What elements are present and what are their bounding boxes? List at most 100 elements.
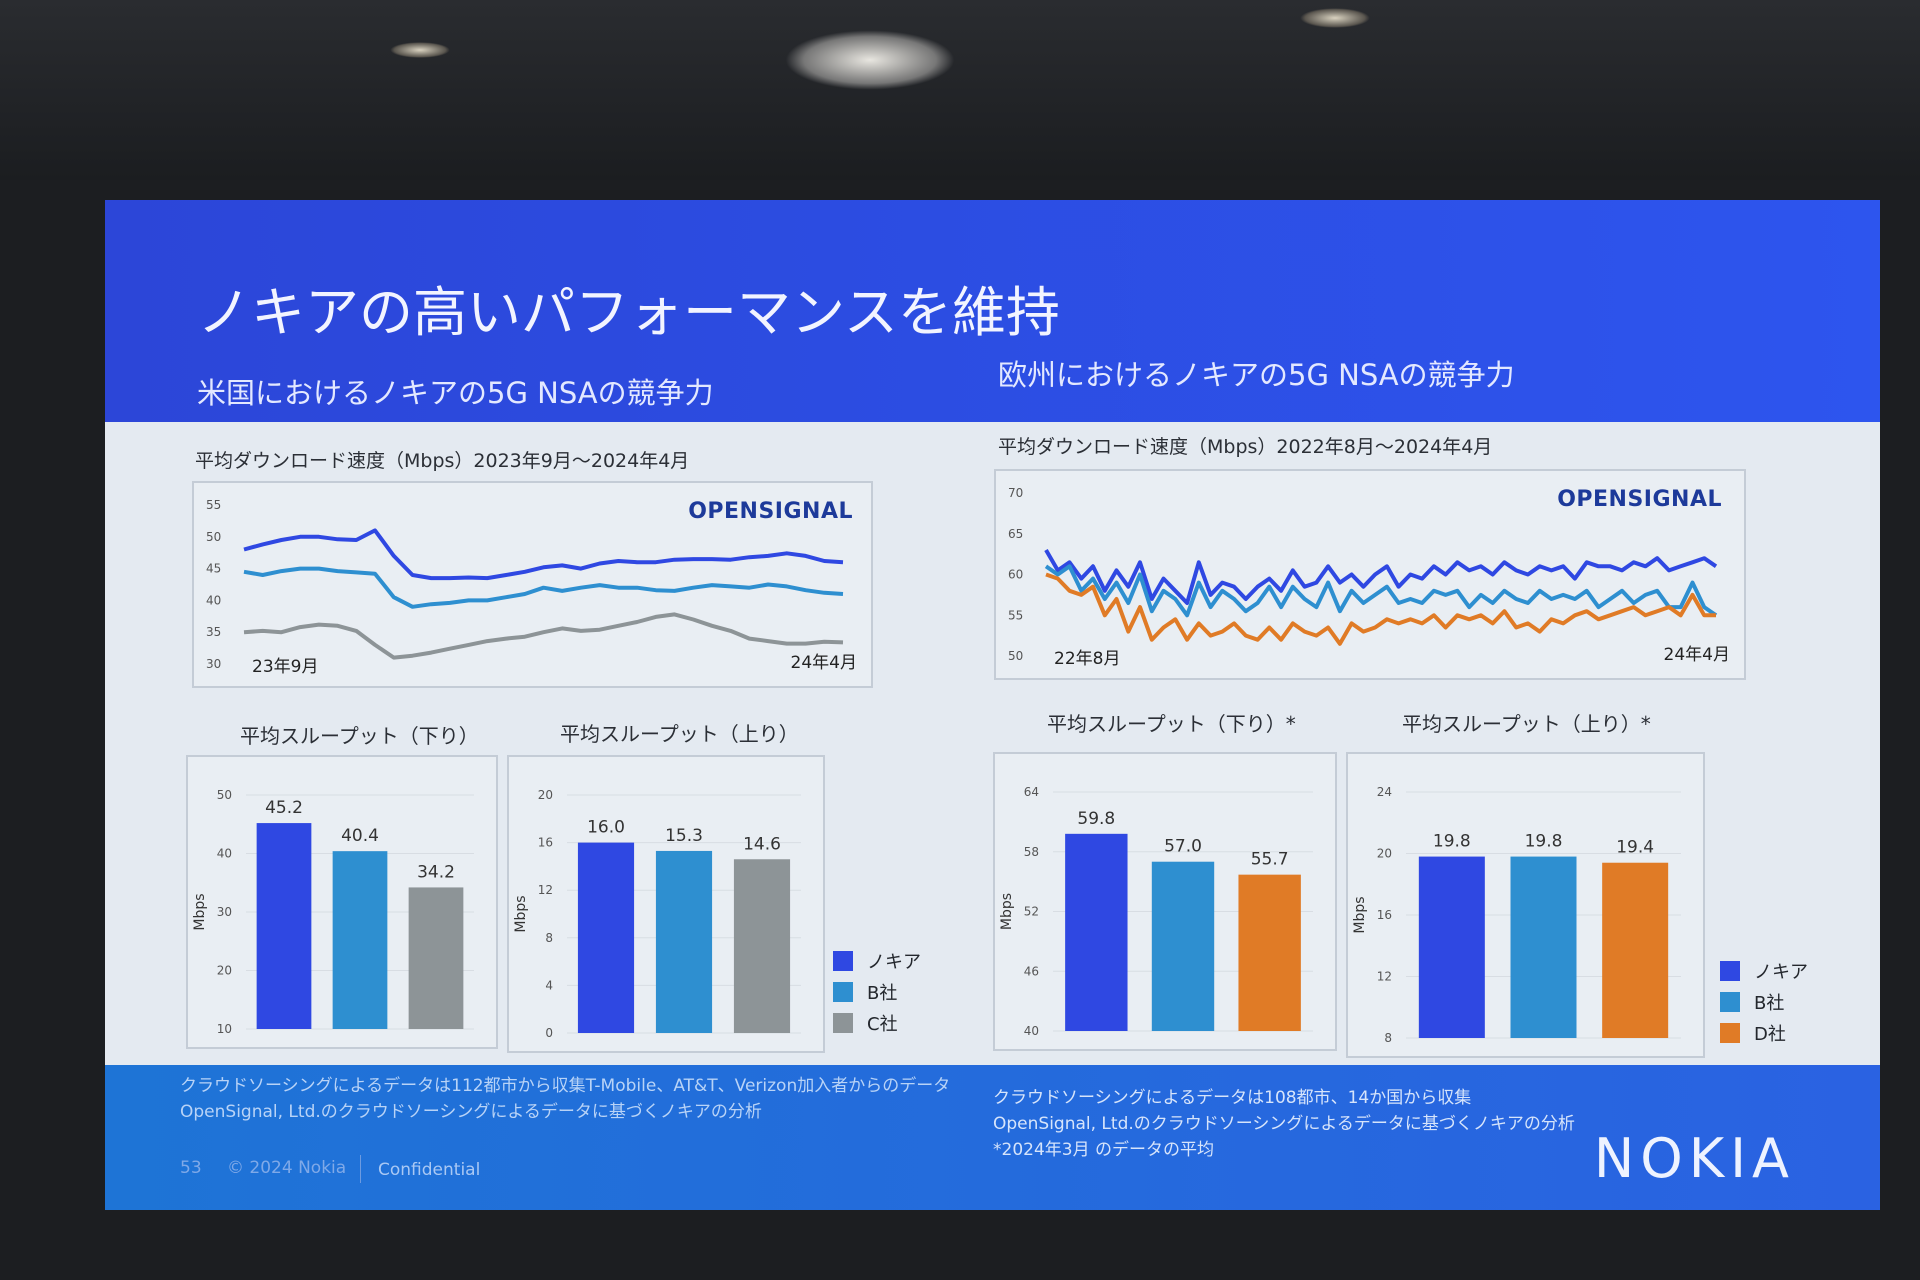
x-end-label: 24年4月 [1664, 645, 1730, 665]
data-label: 59.8 [1077, 809, 1115, 829]
y-tick-label: 8 [545, 931, 553, 945]
us-up-plot: 20 16 12 8 4 0 Mbps 16.0 15.3 14.6 [513, 788, 801, 1040]
data-label: 16.0 [587, 818, 625, 838]
data-label: 19.4 [1616, 838, 1654, 858]
legend-item: ノキア [833, 945, 921, 976]
legend-label: D社 [1754, 1023, 1786, 1045]
data-label: 34.2 [417, 862, 455, 882]
bar-ノキア [577, 842, 635, 1033]
us-up-chart: 20 16 12 8 4 0 Mbps 16.0 15.3 14.6 [507, 755, 825, 1053]
us-line-plot: 55 50 45 40 35 30 23年9月 24年4月 [206, 498, 857, 677]
ceiling-light [785, 30, 955, 90]
series-line-b [1044, 564, 1718, 618]
y-tick-label: 8 [1384, 1031, 1392, 1045]
bar-D社 [1238, 874, 1301, 1031]
data-label: 15.3 [665, 826, 703, 846]
x-start-label: 22年8月 [1054, 649, 1120, 669]
y-tick-label: 55 [206, 498, 221, 512]
bar-ノキア [256, 823, 312, 1029]
legend-label: ノキア [867, 951, 921, 973]
eu-line-plot: 70 65 60 55 50 22年8月 24年4月 [1008, 486, 1730, 669]
footnote: *2024年3月 のデータの平均 [993, 1140, 1214, 1160]
y-tick-label: 16 [538, 836, 553, 850]
us-footnotes: クラウドソーシングによるデータは112都市から収集T-Mobile、AT&T、V… [180, 1073, 950, 1125]
y-tick-label: 50 [1008, 649, 1023, 663]
data-label: 45.2 [265, 798, 303, 818]
eu-up-title: 平均スループット（上り）* [1402, 712, 1651, 736]
y-tick-label: 20 [538, 788, 553, 802]
legend-label: C社 [867, 1013, 898, 1035]
y-tick-label: 40 [206, 593, 221, 607]
y-tick-label: 35 [206, 625, 221, 639]
legend-label: B社 [1754, 992, 1785, 1014]
series-line-nokia [1044, 548, 1718, 605]
us-subtitle: 米国におけるノキアの5G NSAの競争力 [197, 376, 714, 410]
us-line-title: 平均ダウンロード速度（Mbps）2023年9月～2024年4月 [195, 450, 690, 472]
legend-label: ノキア [1754, 961, 1808, 983]
x-end-label: 24年4月 [791, 653, 857, 673]
eu-up-plot: 24 20 16 12 8 Mbps 19.8 19.8 19.4 [1352, 785, 1681, 1045]
ceiling-light [390, 42, 450, 58]
eu-down-title: 平均スループット（下り）* [1047, 712, 1296, 736]
ceiling [0, 0, 1920, 180]
legend-item: D社 [1720, 1017, 1808, 1048]
footnote: OpenSignal, Ltd.のクラウドソーシングによるデータに基づくノキアの… [180, 1102, 762, 1122]
series-line-d [1045, 572, 1716, 646]
legend-swatch [1720, 991, 1740, 1012]
y-tick-label: 40 [1024, 1024, 1039, 1038]
legend-swatch [1720, 960, 1740, 981]
y-tick-label: 64 [1024, 785, 1039, 799]
legend-item: B社 [833, 976, 921, 1007]
bar-B社 [1151, 861, 1215, 1031]
y-tick-label: 70 [1008, 486, 1023, 500]
x-start-label: 23年9月 [252, 657, 318, 677]
footnote: クラウドソーシングによるデータは108都市、14か国から収集 [993, 1088, 1472, 1108]
legend-label: B社 [867, 982, 898, 1004]
us-down-plot: 50 40 30 20 10 Mbps 45.2 40.4 34.2 [192, 788, 474, 1036]
us-line-chart: OPENSIGNAL 55 50 45 40 35 30 23年9月 24年4月 [192, 481, 873, 688]
legend-swatch [833, 950, 853, 971]
eu-footnotes: クラウドソーシングによるデータは108都市、14か国から収集 OpenSigna… [993, 1085, 1575, 1163]
series-line-nokia [243, 528, 844, 581]
bar-C社 [408, 887, 464, 1029]
presentation-slide: ノキアの高いパフォーマンスを維持 米国におけるノキアの5G NSAの競争力 欧州… [105, 200, 1880, 1210]
series-line-b [243, 566, 844, 609]
data-label: 57.0 [1164, 837, 1202, 857]
data-label: 14.6 [743, 834, 781, 854]
y-axis-label: Mbps [999, 893, 1015, 930]
us-down-chart: 50 40 30 20 10 Mbps 45.2 40.4 34.2 [186, 755, 498, 1049]
bar-ノキア [1418, 856, 1485, 1038]
slide-footer: クラウドソーシングによるデータは112都市から収集T-Mobile、AT&T、V… [105, 1065, 1880, 1210]
eu-up-chart: 24 20 16 12 8 Mbps 19.8 19.8 19.4 [1346, 752, 1705, 1058]
bar-ノキア [1065, 833, 1128, 1031]
bar-D社 [1602, 862, 1669, 1038]
slide-header: ノキアの高いパフォーマンスを維持 米国におけるノキアの5G NSAの競争力 欧州… [105, 200, 1880, 422]
bar-C社 [733, 859, 791, 1033]
copyright: © 2024 Nokia [227, 1158, 347, 1178]
y-tick-label: 0 [545, 1026, 553, 1040]
y-tick-label: 52 [1024, 905, 1039, 919]
data-label: 55.7 [1251, 850, 1289, 870]
confidential-label: Confidential [378, 1160, 481, 1180]
eu-down-plot: 64 58 52 46 40 Mbps 59.8 57.0 55.7 [999, 785, 1313, 1038]
y-tick-label: 24 [1377, 785, 1392, 799]
y-tick-label: 4 [545, 978, 553, 992]
series-line-c [243, 612, 844, 660]
eu-subtitle: 欧州におけるノキアの5G NSAの競争力 [998, 358, 1515, 392]
y-axis-label: Mbps [1352, 896, 1368, 933]
page-number: 53 [180, 1158, 202, 1178]
footnote: OpenSignal, Ltd.のクラウドソーシングによるデータに基づくノキアの… [993, 1114, 1575, 1134]
legend-item: B社 [1720, 986, 1808, 1017]
eu-down-chart: 64 58 52 46 40 Mbps 59.8 57.0 55.7 [993, 752, 1337, 1051]
eu-legend: ノキア B社 D社 [1720, 955, 1808, 1048]
y-axis-label: Mbps [513, 895, 529, 932]
eu-line-title: 平均ダウンロード速度（Mbps）2022年8月～2024年4月 [998, 436, 1493, 458]
y-axis-label: Mbps [192, 893, 208, 930]
y-tick-label: 50 [206, 530, 221, 544]
y-tick-label: 20 [1377, 847, 1392, 861]
nokia-logo: NOKIA [1593, 1127, 1795, 1190]
data-label: 40.4 [341, 826, 379, 846]
y-tick-label: 16 [1377, 908, 1392, 922]
bar-B社 [655, 850, 713, 1033]
us-up-title: 平均スループット（上り） [560, 722, 799, 746]
